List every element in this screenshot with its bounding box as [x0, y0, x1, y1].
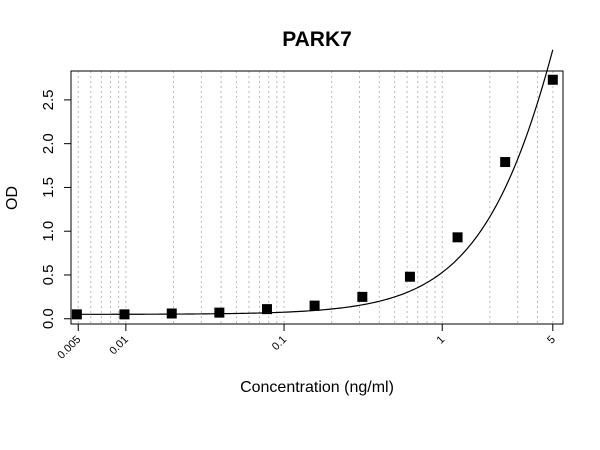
data-points	[71, 74, 558, 320]
y-tick-label: 0.5	[40, 265, 57, 286]
y-tick-label: 1.5	[40, 177, 57, 198]
x-tick-label: 1	[435, 334, 448, 347]
data-point	[500, 157, 511, 168]
data-point	[166, 308, 177, 319]
data-point	[309, 300, 320, 311]
data-point	[547, 74, 558, 85]
y-axis: 0.0 0.5 1.0 1.5 2.0 2.5	[40, 89, 71, 329]
data-point	[71, 309, 82, 320]
data-point	[214, 307, 225, 318]
y-tick-label: 1.0	[40, 221, 57, 242]
y-axis-label: OD	[4, 186, 21, 210]
grid	[77, 71, 554, 324]
x-axis-label: Concentration (ng/ml)	[240, 379, 394, 396]
x-axis: 0.005 0.01 0.1 1 5	[55, 324, 558, 362]
y-tick-label: 2.0	[40, 133, 57, 154]
plot-frame	[70, 70, 564, 325]
y-tick-label: 2.5	[40, 89, 57, 110]
data-point	[452, 232, 463, 243]
chart-title: PARK7	[282, 28, 352, 51]
x-tick-label: 0.005	[55, 334, 83, 362]
data-point	[357, 291, 368, 302]
data-point	[119, 309, 130, 320]
data-point	[404, 271, 415, 282]
x-tick-label: 0.01	[107, 334, 131, 358]
x-tick-label: 5	[545, 334, 558, 347]
fit-curve-group	[76, 49, 554, 315]
y-tick-label: 0.0	[40, 308, 57, 329]
fit-curve	[76, 49, 554, 315]
data-point	[261, 304, 272, 315]
x-tick-label: 0.1	[270, 334, 289, 353]
